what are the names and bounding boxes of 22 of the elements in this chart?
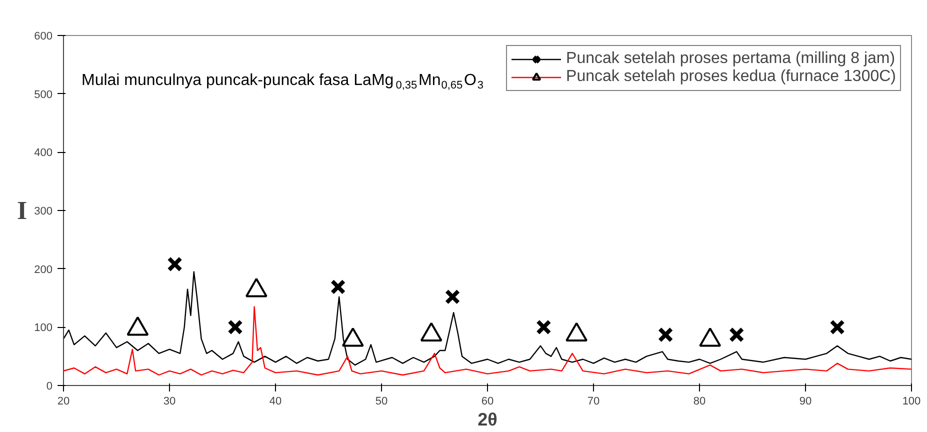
x-tick-label: 20: [57, 396, 70, 408]
line-series: [64, 306, 912, 376]
y-tick-label: 500: [34, 88, 53, 101]
y-tick-label: 200: [34, 264, 53, 276]
legend-label: Puncak setelah proses kedua (furnace 1300C): [566, 68, 896, 86]
y-tick-label: 300: [34, 206, 53, 218]
x-tick-label: 30: [163, 396, 176, 408]
y-tick-label: 600: [34, 30, 53, 42]
x-tick-label: 50: [375, 396, 388, 408]
x-tick-label: 60: [481, 396, 494, 408]
x-tick-label: 100: [902, 396, 921, 408]
x-tick-label: 70: [587, 396, 600, 408]
x-tick-label: 90: [799, 396, 812, 408]
y-tick-label: 0: [46, 380, 53, 392]
x-axis-title: 2θ: [478, 410, 498, 430]
legend-label: Puncak setelah proses pertama (milling 8 jam): [566, 50, 896, 68]
y-tick-label: 400: [34, 147, 53, 160]
y-tick-label: 100: [34, 322, 53, 334]
x-tick-label: 80: [693, 396, 706, 408]
x-tick-label: 40: [269, 396, 282, 408]
line-series: [64, 271, 912, 366]
y-axis-title: I: [17, 196, 28, 225]
